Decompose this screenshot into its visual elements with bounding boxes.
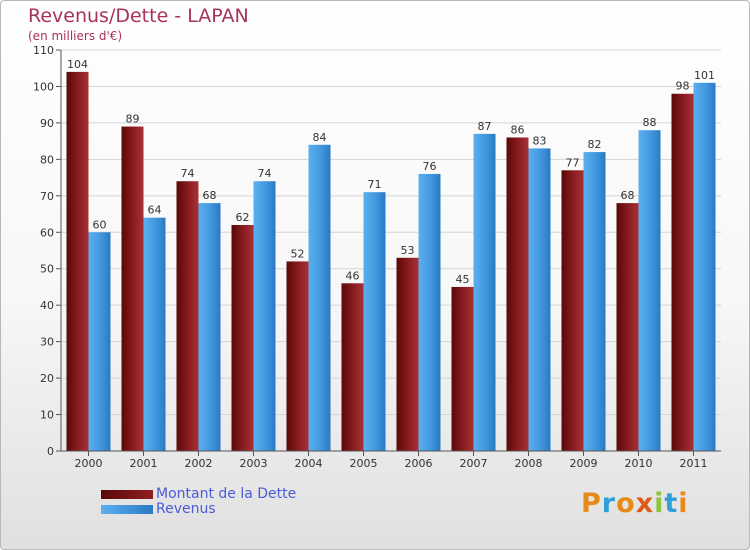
bar-debt	[231, 224, 254, 451]
data-label-debt: 104	[67, 58, 88, 71]
data-label-revenue: 101	[694, 69, 715, 82]
chart-subtitle: (en milliers d'€)	[28, 29, 123, 43]
logo-letter: P	[581, 488, 602, 519]
x-tick-label: 2004	[295, 457, 323, 470]
bar-debt	[121, 126, 144, 452]
bar-debt	[506, 137, 529, 451]
logo-letter: x	[635, 488, 655, 519]
x-tick-label: 2000	[75, 457, 103, 470]
data-label-debt: 74	[181, 167, 195, 180]
x-tick-label: 2009	[570, 457, 598, 470]
bar-revenue	[363, 192, 386, 451]
data-label-revenue: 68	[203, 189, 217, 202]
bar-revenue	[88, 232, 111, 451]
x-tick-label: 2002	[185, 457, 213, 470]
y-tick-label: 60	[40, 226, 54, 239]
bar-revenue	[528, 148, 551, 451]
proxiti-logo: Proxiti	[581, 488, 689, 519]
data-label-debt: 77	[566, 156, 580, 169]
bar-revenue	[143, 217, 166, 451]
y-tick-label: 80	[40, 153, 54, 166]
bar-revenue	[693, 82, 716, 452]
data-label-debt: 62	[236, 211, 250, 224]
bar-revenue	[418, 173, 441, 452]
bar-debt	[451, 286, 474, 451]
data-label-revenue: 87	[478, 120, 492, 133]
y-tick-label: 10	[40, 409, 54, 422]
bar-debt	[561, 170, 584, 452]
bar-revenue	[583, 152, 606, 451]
bar-debt	[66, 71, 89, 451]
x-tick-label: 2010	[625, 457, 653, 470]
y-tick-label: 70	[40, 190, 54, 203]
data-label-debt: 52	[291, 247, 305, 260]
y-tick-label: 20	[40, 372, 54, 385]
bar-debt	[341, 283, 364, 451]
data-label-revenue: 74	[258, 167, 272, 180]
data-label-revenue: 83	[533, 134, 547, 147]
data-label-debt: 68	[621, 189, 635, 202]
x-tick-label: 2007	[460, 457, 488, 470]
x-tick-label: 2006	[405, 457, 433, 470]
y-tick-label: 100	[33, 80, 54, 93]
data-label-debt: 98	[676, 80, 690, 93]
bar-debt	[286, 261, 309, 451]
y-tick-label: 110	[33, 44, 54, 57]
data-label-debt: 89	[126, 113, 140, 126]
data-label-revenue: 82	[588, 138, 602, 151]
y-tick-label: 0	[47, 445, 54, 458]
bar-debt	[616, 203, 639, 451]
logo-letter: o	[616, 488, 636, 519]
x-tick-label: 2005	[350, 457, 378, 470]
legend-label-revenue: Revenus	[156, 501, 216, 517]
x-tick-label: 2011	[680, 457, 708, 470]
logo-letter: i	[678, 488, 689, 519]
legend-label-debt: Montant de la Dette	[156, 486, 297, 502]
bar-debt	[671, 93, 694, 451]
bar-debt	[396, 257, 419, 451]
bar-debt	[176, 181, 199, 451]
y-tick-label: 50	[40, 263, 54, 276]
bar-revenue	[198, 203, 221, 451]
bar-revenue	[308, 144, 331, 452]
y-tick-label: 90	[40, 117, 54, 130]
logo-letter: t	[664, 488, 679, 519]
bar-revenue	[253, 181, 276, 451]
data-label-revenue: 84	[313, 131, 327, 144]
x-tick-label: 2008	[515, 457, 543, 470]
data-label-revenue: 64	[148, 204, 162, 217]
data-label-revenue: 60	[93, 218, 107, 231]
chart-title: Revenus/Dette - LAPAN	[28, 5, 249, 27]
data-label-revenue: 71	[368, 178, 382, 191]
logo-letter: i	[654, 488, 665, 519]
data-label-revenue: 76	[423, 160, 437, 173]
data-label-debt: 45	[456, 273, 470, 286]
x-tick-label: 2001	[130, 457, 158, 470]
x-tick-label: 2003	[240, 457, 268, 470]
data-label-debt: 86	[511, 123, 525, 136]
legend-swatch-debt	[101, 490, 153, 499]
bar-revenue	[473, 133, 496, 451]
data-label-debt: 53	[401, 244, 415, 257]
bar-revenue	[638, 130, 661, 451]
y-tick-label: 30	[40, 336, 54, 349]
data-label-debt: 46	[346, 269, 360, 282]
data-label-revenue: 88	[643, 116, 657, 129]
legend-swatch-revenue	[101, 505, 153, 514]
y-tick-label: 40	[40, 299, 54, 312]
logo-letter: r	[601, 488, 617, 519]
